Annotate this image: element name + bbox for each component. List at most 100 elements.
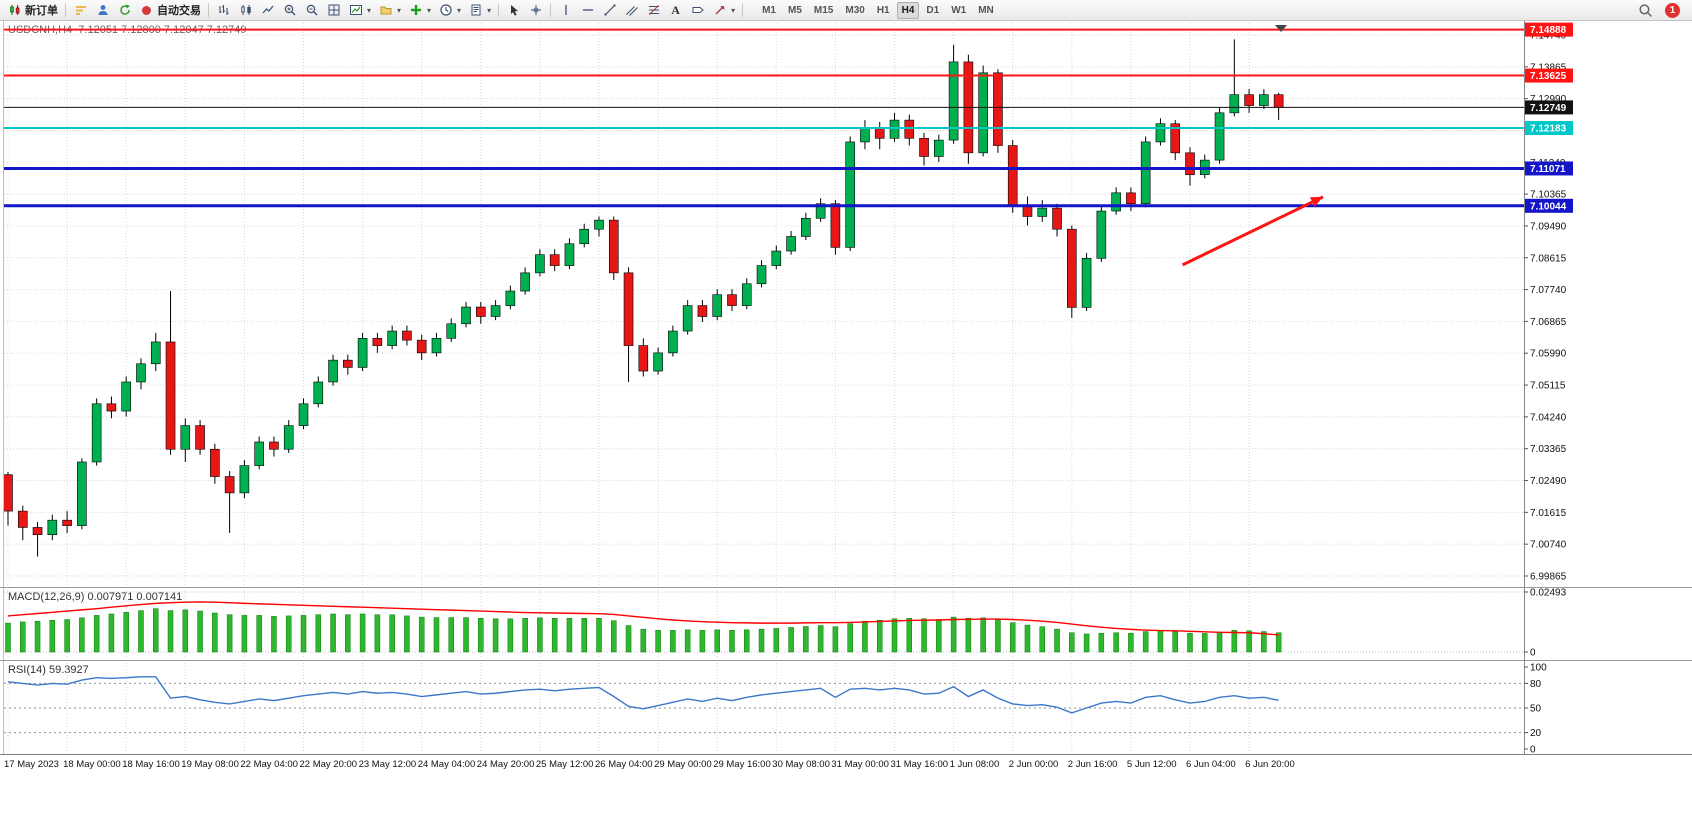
cursor-tool-button[interactable]	[503, 1, 524, 20]
svg-text:7.04240: 7.04240	[1530, 412, 1567, 423]
autotrading-button[interactable]: 自动交易	[136, 1, 204, 20]
svg-text:7.05115: 7.05115	[1530, 381, 1566, 392]
svg-text:18 May 16:00: 18 May 16:00	[122, 759, 180, 770]
timeframe-m1[interactable]: M1	[762, 4, 776, 16]
zoom-in-button[interactable]	[279, 1, 300, 20]
template-document-icon	[468, 3, 483, 18]
svg-text:6 Jun 04:00: 6 Jun 04:00	[1186, 759, 1236, 770]
line-chart-button[interactable]	[257, 1, 278, 20]
svg-text:7.08615: 7.08615	[1530, 253, 1567, 264]
text-tool-button[interactable]: A	[665, 1, 686, 20]
svg-text:20: 20	[1530, 728, 1542, 739]
svg-text:26 May 04:00: 26 May 04:00	[595, 759, 653, 770]
timeframe-m15[interactable]: M15	[813, 4, 834, 16]
svg-text:7.09490: 7.09490	[1530, 221, 1567, 232]
macd-label: MACD(12,26,9) 0.007971 0.007141	[8, 591, 183, 603]
bar-chart-button[interactable]	[213, 1, 234, 20]
timeframe-d1[interactable]: D1	[926, 4, 940, 16]
trend-arrow-annotation[interactable]	[1181, 195, 1324, 267]
new-order-icon	[7, 3, 22, 18]
vertical-line-icon	[558, 3, 573, 18]
svg-text:7.11071: 7.11071	[1530, 164, 1566, 175]
sync-button[interactable]	[114, 1, 135, 20]
svg-text:100: 100	[1530, 663, 1547, 674]
svg-text:80: 80	[1530, 679, 1542, 690]
chevron-down-icon: ▾	[457, 5, 462, 15]
candlestick-chart-button[interactable]	[235, 1, 256, 20]
zoom-in-icon	[282, 3, 297, 18]
trendline-tool-button[interactable]	[599, 1, 620, 20]
price-badge-7.13625	[1525, 68, 1573, 83]
svg-text:7.13625: 7.13625	[1530, 71, 1567, 82]
search-icon[interactable]	[1638, 3, 1653, 18]
svg-text:29 May 16:00: 29 May 16:00	[713, 759, 771, 770]
svg-text:22 May 04:00: 22 May 04:00	[240, 759, 298, 770]
svg-text:24 May 20:00: 24 May 20:00	[477, 759, 535, 770]
vertical-line-tool-button[interactable]	[555, 1, 576, 20]
community-button[interactable]	[92, 1, 113, 20]
time-axis[interactable]: 17 May 2023 18 May 00:00 18 May 16:00 19 Ma…	[4, 759, 1295, 770]
chevron-down-icon: ▾	[731, 5, 736, 15]
timeframe-m30[interactable]: M30	[845, 4, 865, 16]
svg-text:31 May 00:00: 31 May 00:00	[831, 759, 889, 770]
separator	[742, 3, 744, 17]
equidistant-channel-icon	[624, 3, 639, 18]
candlestick-chart-icon	[238, 3, 253, 18]
tile-windows-button[interactable]	[323, 1, 344, 20]
svg-text:5 Jun 12:00: 5 Jun 12:00	[1127, 759, 1177, 770]
crosshair-tool-button[interactable]	[525, 1, 546, 20]
svg-text:0.02493: 0.02493	[1530, 588, 1567, 599]
svg-text:7.12749: 7.12749	[1530, 103, 1567, 114]
separator	[208, 3, 209, 17]
svg-text:2 Jun 00:00: 2 Jun 00:00	[1009, 759, 1059, 770]
svg-text:7.05990: 7.05990	[1530, 349, 1567, 360]
timeframe-m5[interactable]: M5	[788, 4, 802, 16]
svg-text:30 May 08:00: 30 May 08:00	[772, 759, 830, 770]
timeframe-h4[interactable]: H4	[896, 1, 920, 19]
profiles-folder-icon	[378, 3, 393, 18]
svg-text:7.00740: 7.00740	[1530, 540, 1567, 551]
timeframe-w1[interactable]: W1	[951, 4, 967, 16]
periods-button[interactable]: ▾	[435, 1, 464, 20]
svg-text:50: 50	[1530, 704, 1542, 715]
chart-shift-marker[interactable]	[1275, 25, 1287, 32]
text-label-tool-button[interactable]	[687, 1, 708, 20]
clock-icon	[438, 3, 453, 18]
timeframe-toolbar: M1 M5 M15 M30 H1 H4 D1 W1 MN	[757, 1, 999, 19]
svg-text:19 May 08:00: 19 May 08:00	[181, 759, 239, 770]
svg-text:17 May 2023: 17 May 2023	[4, 759, 59, 770]
toolbar-right: 1	[1638, 2, 1688, 18]
rsi-label: RSI(14) 59.3927	[8, 664, 89, 676]
templates-button[interactable]: ▾	[465, 1, 494, 20]
horizontal-level-lines	[4, 28, 1524, 208]
indicators-button[interactable]: ▾	[405, 1, 434, 20]
macd-indicator	[5, 601, 1282, 653]
notification-badge[interactable]: 1	[1665, 2, 1680, 18]
tile-windows-icon	[326, 3, 341, 18]
new-chart-button[interactable]: ▾	[345, 1, 374, 20]
zoom-out-button[interactable]	[301, 1, 322, 20]
fibonacci-tool-button[interactable]	[643, 1, 664, 20]
horizontal-line-tool-button[interactable]	[577, 1, 598, 20]
chevron-down-icon: ▾	[367, 5, 372, 15]
timeframe-mn[interactable]: MN	[978, 4, 994, 16]
price-axis[interactable]: 7.147407.138657.129907.121157.112407.103…	[1524, 22, 1573, 756]
svg-text:0: 0	[1530, 648, 1536, 659]
autotrading-icon	[139, 3, 154, 18]
channel-tool-button[interactable]	[621, 1, 642, 20]
zoom-out-icon	[304, 3, 319, 18]
arrows-tool-button[interactable]: ▾	[709, 1, 738, 20]
svg-text:7.07740: 7.07740	[1530, 285, 1567, 296]
depth-of-market-button[interactable]	[70, 1, 91, 20]
svg-text:7.06865: 7.06865	[1530, 317, 1567, 328]
chart-canvas[interactable]: 7.147407.138657.129907.121157.112407.103…	[0, 21, 1692, 838]
svg-text:7.10365: 7.10365	[1530, 190, 1567, 201]
new-order-button[interactable]: 新订单	[4, 1, 61, 20]
separator	[498, 3, 500, 17]
timeframe-h1[interactable]: H1	[876, 4, 890, 16]
price-badge-7.12749	[1525, 100, 1573, 115]
svg-text:6.99865: 6.99865	[1530, 572, 1567, 583]
profiles-button[interactable]: ▾	[375, 1, 404, 20]
separator	[65, 3, 66, 17]
svg-text:7.01615: 7.01615	[1530, 508, 1567, 519]
